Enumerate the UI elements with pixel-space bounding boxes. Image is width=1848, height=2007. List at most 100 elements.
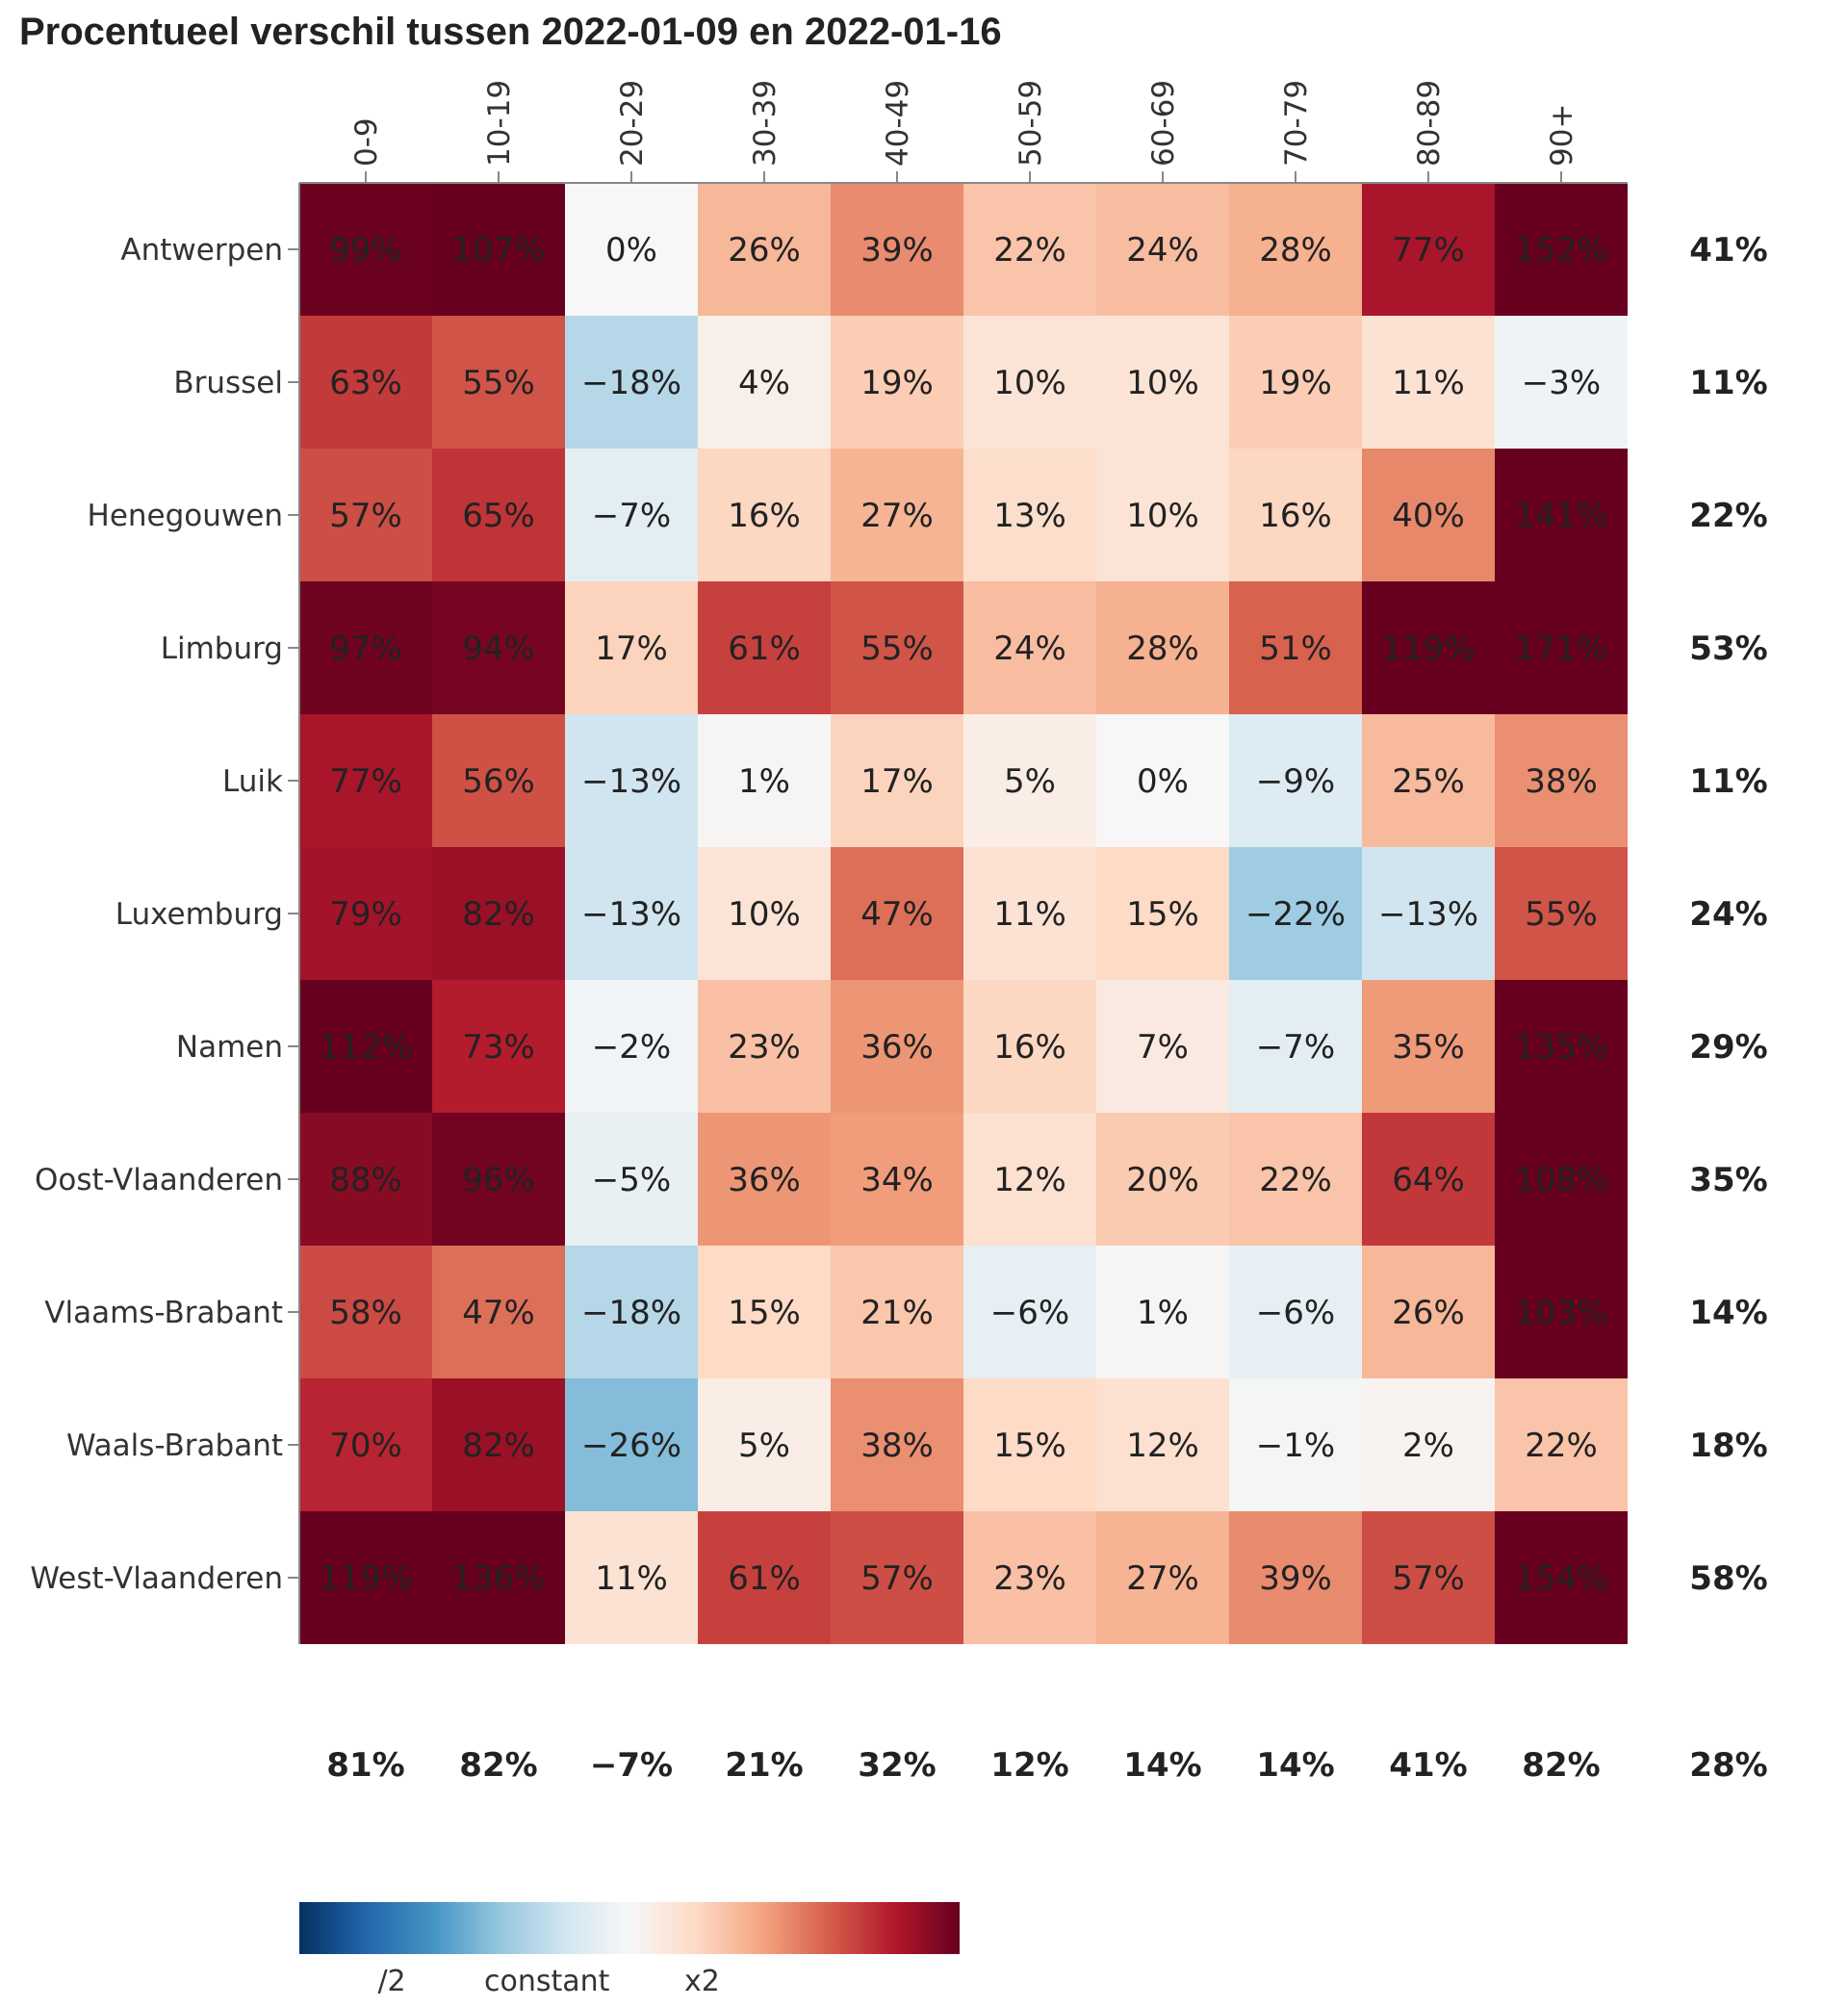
row-total-label: 14%: [1689, 1294, 1767, 1332]
column-total-label: 14%: [1256, 1746, 1334, 1785]
heatmap-cell: [698, 1113, 831, 1246]
cell-value-label: 11%: [1392, 364, 1465, 402]
heatmap-cell: [1096, 714, 1229, 847]
cell-value-label: −18%: [581, 364, 681, 402]
heatmap-cell: [698, 183, 831, 316]
cell-value-label: 38%: [860, 1427, 934, 1465]
heatmap-cell: [1362, 581, 1495, 714]
cell-value-label: 35%: [1392, 1028, 1465, 1067]
heatmap-cell: [432, 581, 565, 714]
cell-value-label: 73%: [462, 1028, 535, 1067]
cell-value-label: 2%: [1402, 1427, 1454, 1465]
heatmap-cell: [1096, 183, 1229, 316]
cell-value-label: −3%: [1522, 364, 1601, 402]
cell-value-label: −13%: [1378, 895, 1478, 934]
heatmap-cell: [299, 1246, 432, 1378]
cell-value-label: 65%: [462, 497, 535, 535]
cell-value-label: 39%: [860, 231, 934, 270]
heatmap-cell: [1495, 1378, 1628, 1511]
cell-value-label: 63%: [329, 364, 402, 402]
cell-value-label: 61%: [728, 1559, 801, 1598]
legend-label: constant: [484, 1965, 610, 1998]
heatmap-cell: [1229, 449, 1362, 581]
heatmap-cell: [831, 1511, 963, 1644]
cell-value-label: 112%: [319, 1028, 412, 1067]
row-label: Oost-Vlaanderen: [35, 1163, 283, 1197]
heatmap-cell: [299, 581, 432, 714]
cell-value-label: 15%: [1126, 895, 1199, 934]
cell-value-label: 55%: [860, 630, 934, 668]
cell-value-label: 82%: [462, 1427, 535, 1465]
heatmap-cell: [1362, 183, 1495, 316]
cell-value-label: 136%: [451, 1559, 545, 1598]
heatmap-cell: [1495, 1246, 1628, 1378]
cell-value-label: −7%: [1256, 1028, 1335, 1067]
row-labels: Antwerpen Brussel Henegouwen Limburg Luik Lux…: [30, 233, 299, 1596]
cell-value-label: 26%: [1392, 1294, 1465, 1332]
cell-value-label: 77%: [1392, 231, 1465, 270]
row-label: West-Vlaanderen: [30, 1561, 283, 1596]
heatmap-cell: [1229, 1246, 1362, 1378]
legend-label: /2: [377, 1965, 405, 1998]
cell-value-label: 57%: [860, 1559, 934, 1598]
cell-value-label: 10%: [1126, 497, 1199, 535]
column-label: 0-9: [349, 117, 384, 167]
cell-value-label: −5%: [592, 1161, 671, 1199]
column-labels: 0-9 10-19 20-29 30-39 40-49 50-59 60-69 70-79 80…: [349, 80, 1579, 183]
heatmap-cell: [565, 714, 698, 847]
heatmap-cell: [432, 1246, 565, 1378]
cell-value-label: −18%: [581, 1294, 681, 1332]
cell-value-label: 5%: [738, 1427, 790, 1465]
cell-value-label: 23%: [993, 1559, 1066, 1598]
cell-value-label: 57%: [329, 497, 402, 535]
column-label: 30-39: [748, 80, 783, 167]
cell-value-label: 28%: [1259, 231, 1332, 270]
heatmap-cell: [432, 449, 565, 581]
heatmap-cell: [1229, 980, 1362, 1113]
cell-value-label: 152%: [1514, 231, 1607, 270]
heatmap-cell: [432, 1511, 565, 1644]
cell-value-label: 135%: [1514, 1028, 1607, 1067]
heatmap-cell: [432, 1378, 565, 1511]
heatmap-cell: [1495, 980, 1628, 1113]
heatmap-cells: 99% 107% 0% 26% 39% 22% 24% 28% 77% 152% 63% 55% −18…: [299, 183, 1628, 1644]
cell-value-label: 17%: [595, 630, 668, 668]
cell-value-label: 12%: [1126, 1427, 1199, 1465]
cell-value-label: −13%: [581, 895, 681, 934]
column-total-label: 14%: [1123, 1746, 1201, 1785]
heatmap-cell: [432, 980, 565, 1113]
legend-gradient-bar: [299, 1902, 960, 1954]
row-total-label: 11%: [1689, 762, 1767, 801]
cell-value-label: 39%: [1259, 1559, 1332, 1598]
row-totals: 41% 11% 22% 53% 11% 24% 29% 35% 14% 18% 58%: [1689, 231, 1767, 1598]
column-total-label: 81%: [326, 1746, 404, 1785]
cell-value-label: 88%: [329, 1161, 402, 1199]
column-totals: 81% 82% −7% 21% 32% 12% 14% 14% 41% 82% 28%: [326, 1746, 1767, 1785]
cell-value-label: −1%: [1256, 1427, 1335, 1465]
heatmap-cell: [299, 183, 432, 316]
cell-value-label: 141%: [1514, 497, 1607, 535]
heatmap-cell: [1362, 714, 1495, 847]
cell-value-label: 19%: [1259, 364, 1332, 402]
cell-value-label: 99%: [329, 231, 402, 270]
heatmap-cell: [1495, 316, 1628, 449]
cell-value-label: 97%: [329, 630, 402, 668]
heatmap-cell: [1229, 714, 1362, 847]
cell-value-label: 96%: [462, 1161, 535, 1199]
cell-value-label: 27%: [860, 497, 934, 535]
heatmap-cell: [432, 847, 565, 980]
cell-value-label: 61%: [728, 630, 801, 668]
heatmap-cell: [1362, 1511, 1495, 1644]
cell-value-label: 1%: [1137, 1294, 1189, 1332]
heatmap-cell: [1229, 1511, 1362, 1644]
heatmap-cell: [698, 980, 831, 1113]
cell-value-label: 1%: [738, 762, 790, 801]
heatmap-cell: [963, 1511, 1096, 1644]
row-total-label: 41%: [1689, 231, 1767, 270]
heatmap-cell: [1362, 1113, 1495, 1246]
cell-value-label: 12%: [993, 1161, 1066, 1199]
column-label: 40-49: [881, 80, 915, 167]
cell-value-label: 154%: [1514, 1559, 1607, 1598]
cell-value-label: −22%: [1245, 895, 1346, 934]
heatmap-cell: [565, 1511, 698, 1644]
